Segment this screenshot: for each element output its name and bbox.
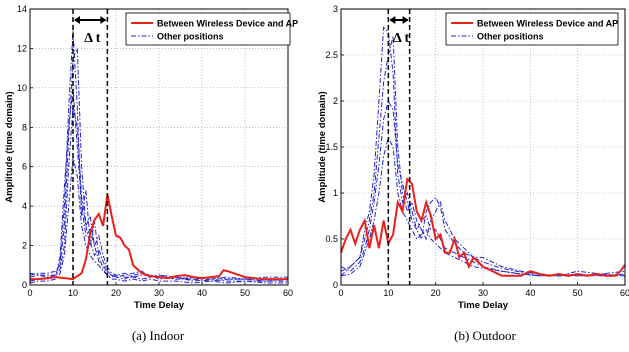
series-line-direct	[30, 194, 288, 281]
legend-box	[125, 12, 291, 46]
x-tick-label: 60	[620, 288, 629, 298]
delta-arrow-head-right	[100, 16, 107, 24]
legend-box	[445, 12, 619, 46]
series-line-other	[340, 36, 626, 277]
figure-caption: (a) Indoor	[132, 328, 185, 343]
y-tick-label: 0.5	[325, 234, 338, 244]
series-line-other	[29, 107, 289, 282]
x-axis-label: Time Delay	[458, 300, 509, 311]
x-tick-label: 10	[383, 288, 393, 298]
legend-label: Between Wireless Device and AP	[477, 19, 618, 29]
delta-t-label: Δ t	[393, 31, 410, 46]
x-tick-label: 0	[338, 288, 343, 298]
x-tick-label: 40	[525, 288, 535, 298]
delta-arrow-head-left	[74, 16, 80, 24]
series-line-other	[340, 26, 626, 277]
x-tick-label: 60	[283, 288, 293, 298]
y-tick-label: 12	[17, 43, 27, 53]
delta-arrow-head-left	[389, 16, 396, 24]
y-tick-label: 0	[22, 280, 27, 290]
x-axis-label: Time Delay	[134, 300, 185, 311]
y-tick-label: 2	[22, 241, 27, 251]
x-tick-label: 30	[154, 288, 164, 298]
legend: Between Wireless Device and AP Other posi…	[125, 12, 298, 46]
legend: Between Wireless Device and AP Other posi…	[445, 12, 619, 46]
x-tick-label: 40	[197, 288, 207, 298]
series-line-other	[29, 87, 288, 282]
legend-label: Between Wireless Device and AP	[157, 19, 298, 29]
series-line-other	[340, 136, 625, 277]
x-tick-label: 50	[240, 288, 250, 298]
x-tick-label: 0	[27, 288, 32, 298]
y-tick-label: 1	[333, 188, 338, 198]
y-tick-label: 4	[22, 201, 27, 211]
outdoor-chart: Δ t 0 10 20 30 40 50 60 0 0.5 1 1.5 2 2.5 3 Time Delay A…	[317, 4, 629, 343]
x-tick-label: 50	[573, 288, 583, 298]
y-tick-label: 1.5	[325, 142, 338, 152]
legend-label: Other positions	[157, 32, 224, 42]
figure-caption: (b) Outdoor	[454, 328, 516, 343]
indoor-chart: Δ t 0 10 20 30 40 50 60 0 2 4 6 8 10 12 14 Time Delay Amp…	[4, 4, 298, 343]
y-tick-label: 6	[22, 162, 27, 172]
y-tick-label: 2	[333, 96, 338, 106]
x-tick-label: 20	[431, 288, 441, 298]
series-line-other	[29, 30, 288, 280]
series-line-other	[29, 156, 288, 284]
y-tick-label: 3	[333, 4, 338, 14]
legend-label: Other positions	[477, 32, 544, 42]
y-tick-label: 10	[17, 83, 27, 93]
y-axis-label: Amplitude (time domain)	[4, 91, 15, 202]
delta-t-label: Δ t	[84, 31, 101, 46]
series-line-other	[29, 48, 288, 280]
delta-arrow-head-right	[402, 16, 409, 24]
x-tick-label: 30	[478, 288, 488, 298]
y-tick-label: 0	[333, 280, 338, 290]
series-line-direct	[340, 177, 626, 277]
y-axis-label: Amplitude (time domain)	[317, 91, 328, 202]
y-tick-label: 14	[17, 4, 27, 14]
x-tick-label: 20	[111, 288, 121, 298]
series-line-other	[340, 99, 626, 277]
y-tick-label: 8	[22, 122, 27, 132]
y-tick-label: 2.5	[325, 50, 338, 60]
x-tick-label: 10	[68, 288, 78, 298]
